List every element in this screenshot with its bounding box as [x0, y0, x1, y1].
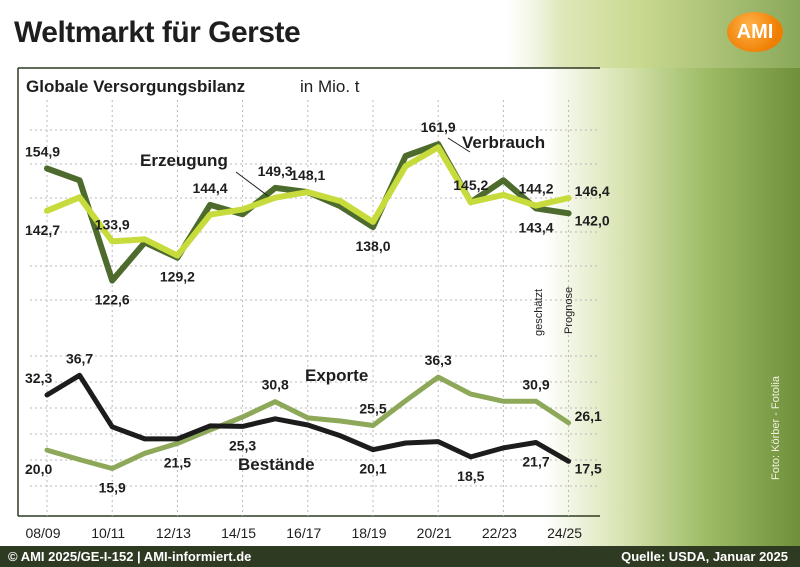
data-label: 161,9: [421, 119, 456, 135]
barley-photo-background: [0, 68, 800, 546]
data-label: 20,1: [359, 461, 386, 477]
series-line-bestaende: [44, 372, 572, 464]
data-label: 133,9: [95, 216, 130, 232]
chart-subtitle: Globale Versorgungsbilanz: [26, 77, 245, 96]
note-estimated: geschätzt: [533, 289, 545, 336]
data-label: 36,7: [66, 350, 93, 366]
leader-verbrauch: [447, 137, 471, 153]
header-white-fade: [0, 0, 560, 68]
data-label: 144,4: [192, 180, 227, 196]
data-label: 20,0: [25, 461, 52, 477]
x-tick-label: 20/21: [417, 525, 452, 541]
footer: © AMI 2025/GE-I-152 | AMI-informiert.de …: [0, 546, 800, 567]
series-label-exporte: Exporte: [305, 366, 368, 385]
footer-copyright: © AMI 2025/GE-I-152 | AMI-informiert.de: [8, 549, 252, 564]
data-label: 143,4: [518, 219, 553, 235]
data-label: 25,5: [359, 400, 386, 416]
x-tick-label: 08/09: [25, 525, 60, 541]
data-label: 21,7: [522, 454, 549, 470]
series-label-erzeugung: Erzeugung: [140, 151, 228, 170]
series-label-bestaende: Bestände: [238, 455, 315, 474]
ami-logo: AMI: [727, 12, 783, 52]
note-forecast: Prognose: [563, 287, 575, 334]
data-label: 146,4: [575, 183, 610, 199]
photo-credit: Foto: Körber - Fotolia: [770, 376, 782, 480]
data-label: 25,3: [229, 437, 256, 453]
series-line-verbrauch: [44, 144, 572, 259]
data-label: 148,1: [290, 167, 325, 183]
x-tick-label: 24/25: [547, 525, 582, 541]
data-label: 21,5: [164, 454, 191, 470]
data-label: 30,8: [262, 377, 289, 393]
x-tick-label: 22/23: [482, 525, 517, 541]
x-tick-label: 10/11: [91, 525, 125, 541]
page-title: Weltmarkt für Gerste: [14, 16, 301, 49]
data-labels: 154,9 142,7 122,6 133,9 129,2 144,4 149,3148,1…: [25, 119, 610, 495]
data-label: 26,1: [575, 408, 602, 424]
data-label: 154,9: [25, 144, 60, 160]
series-lines: [44, 141, 572, 471]
leader-erzeugung: [235, 171, 269, 197]
data-label: 142,0: [575, 212, 610, 228]
x-tick-label: 14/15: [221, 525, 256, 541]
data-label: 17,5: [575, 460, 602, 476]
x-tick-label: 12/13: [156, 525, 191, 541]
data-label: 138,0: [355, 238, 390, 254]
footer-source: Quelle: USDA, Januar 2025: [621, 549, 788, 564]
data-label: 144,2: [518, 181, 553, 197]
series-label-verbrauch: Verbrauch: [462, 133, 545, 152]
data-label: 36,3: [425, 352, 452, 368]
data-label: 142,7: [25, 222, 60, 238]
data-label: 30,9: [522, 376, 549, 392]
data-label: 122,6: [95, 292, 130, 308]
data-label: 129,2: [160, 269, 195, 285]
series-line-exporte: [44, 374, 572, 471]
data-label: 15,9: [99, 480, 126, 496]
chart-unit: in Mio. t: [300, 77, 360, 96]
x-tick-label: 18/19: [351, 525, 386, 541]
data-label: 18,5: [457, 468, 484, 484]
data-label: 149,3: [258, 163, 293, 179]
x-tick-labels: 08/09 10/11 12/13 14/15 16/17 18/19 20/21 22/23…: [25, 525, 582, 541]
data-label: 32,3: [25, 370, 52, 386]
x-tick-label: 16/17: [286, 525, 321, 541]
data-label: 145,2: [453, 177, 488, 193]
